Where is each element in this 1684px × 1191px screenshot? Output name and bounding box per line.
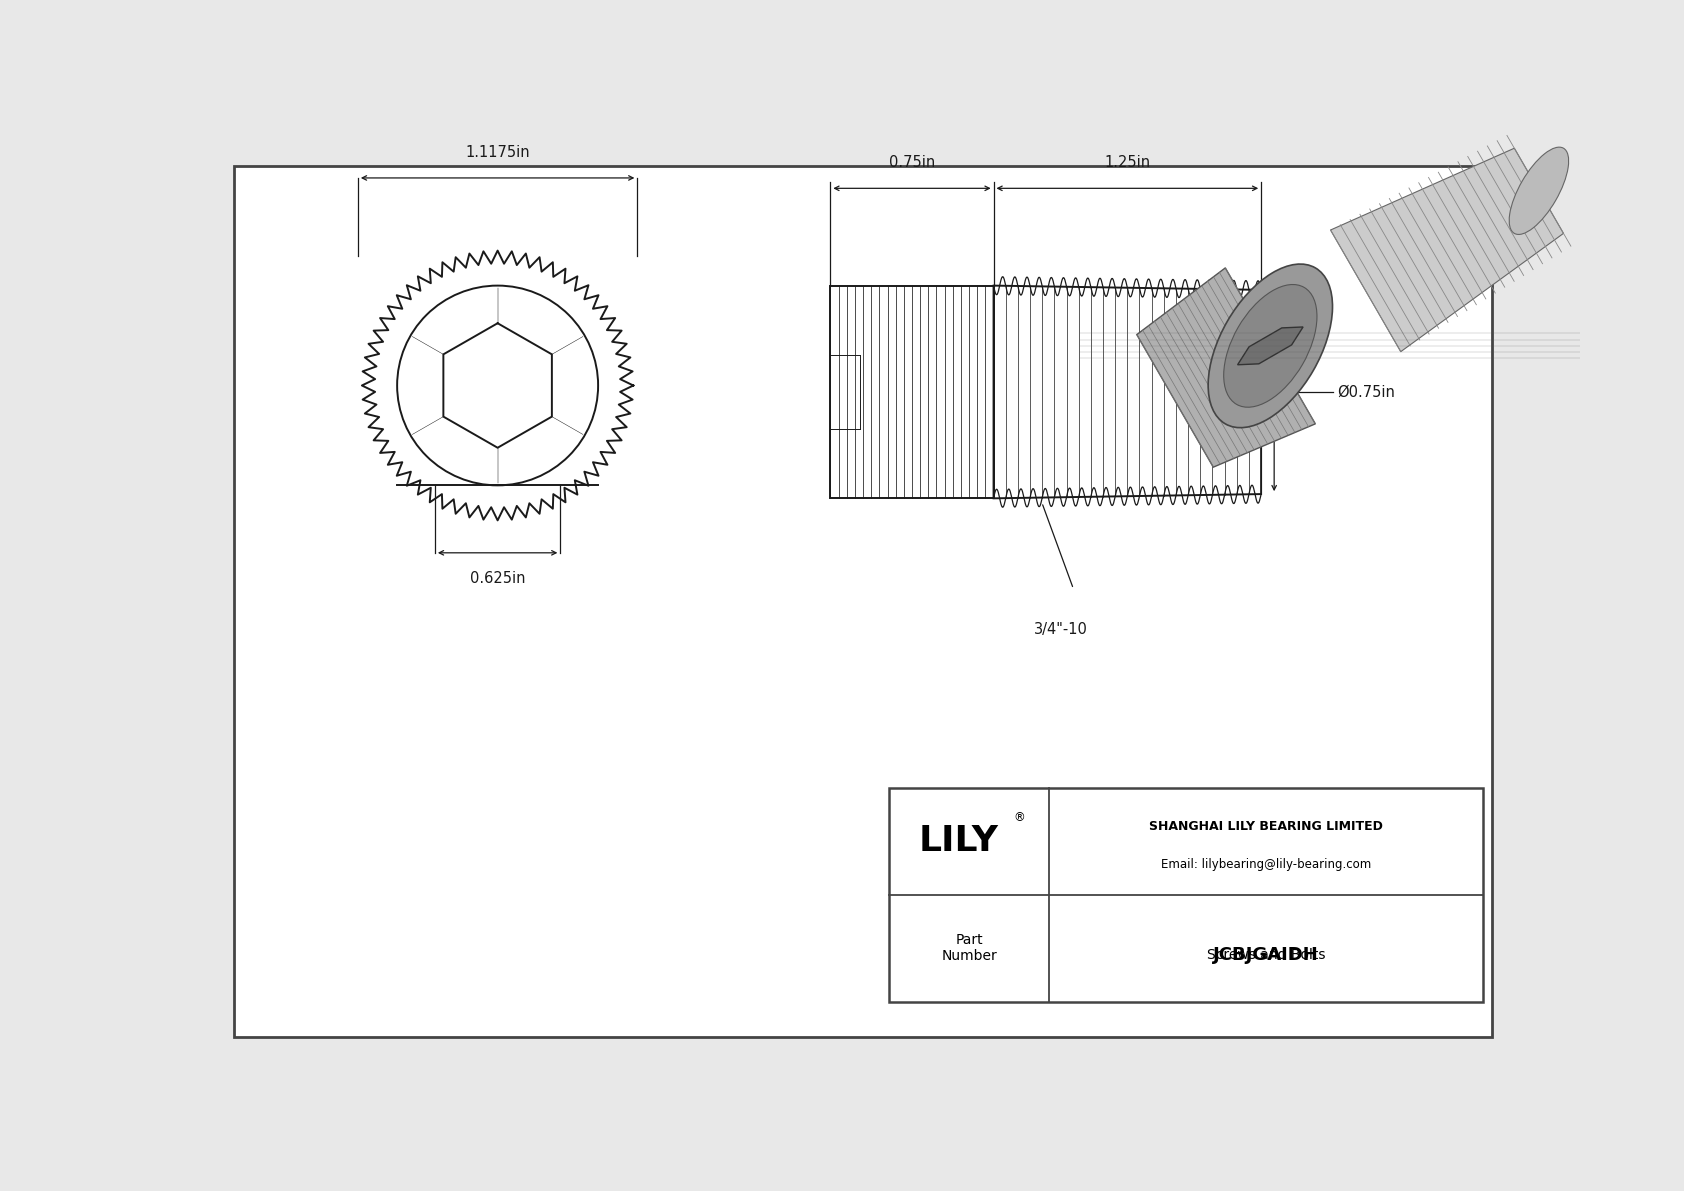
Text: SHANGHAI LILY BEARING LIMITED: SHANGHAI LILY BEARING LIMITED <box>1148 819 1383 833</box>
Text: LILY: LILY <box>919 824 999 858</box>
Text: ®: ® <box>1014 811 1026 824</box>
Text: 0.75in: 0.75in <box>889 155 935 170</box>
Polygon shape <box>1330 148 1563 351</box>
Text: Ø0.75in: Ø0.75in <box>1337 385 1394 399</box>
Bar <box>889 787 1484 1002</box>
Text: 0.625in: 0.625in <box>470 570 525 586</box>
Text: Email: lilybearing@lily-bearing.com: Email: lilybearing@lily-bearing.com <box>1160 859 1371 871</box>
Text: Part
Number: Part Number <box>941 933 997 964</box>
Text: Screws and Bolts: Screws and Bolts <box>1207 948 1325 961</box>
Text: JCBJGAIDH: JCBJGAIDH <box>1214 946 1319 964</box>
Polygon shape <box>1238 328 1303 364</box>
Polygon shape <box>1137 268 1315 467</box>
Text: 3/4"-10: 3/4"-10 <box>1034 622 1088 636</box>
Bar <box>830 286 994 498</box>
Ellipse shape <box>1509 148 1569 235</box>
Text: 1.25in: 1.25in <box>1105 155 1150 170</box>
Ellipse shape <box>1224 285 1317 407</box>
Text: 1.1175in: 1.1175in <box>465 145 530 160</box>
Ellipse shape <box>1207 264 1332 428</box>
